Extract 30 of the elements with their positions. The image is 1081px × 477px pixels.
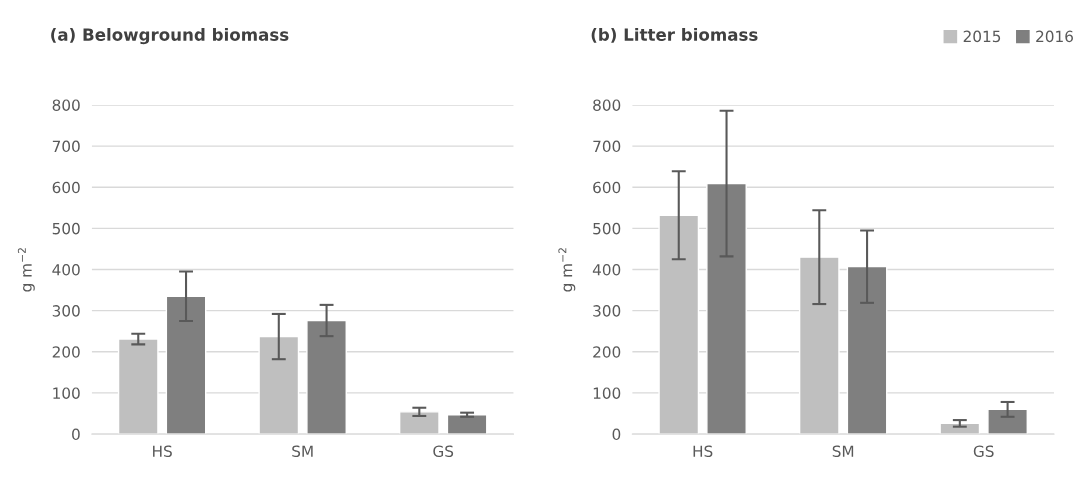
- y-tick-label: 200: [52, 346, 80, 358]
- y-tick-label: 0: [612, 428, 621, 441]
- y-axis-title: g m$^{−2}$: [17, 248, 35, 292]
- legend-label: 2015: [963, 30, 1001, 43]
- y-tick-label: 500: [52, 222, 80, 235]
- y-axis-title: g m$^{−2}$: [558, 248, 576, 292]
- y-tick-label: 200: [593, 346, 621, 358]
- x-tick-label: GS: [973, 445, 994, 458]
- y-tick-label: 600: [52, 181, 80, 194]
- y-tick-label: 800: [593, 99, 621, 111]
- y-tick-label: 700: [593, 140, 621, 153]
- y-tick-label: 500: [593, 222, 621, 235]
- x-tick-label: SM: [832, 445, 854, 458]
- y-tick-label: 300: [593, 305, 621, 317]
- y-tick-label: 400: [592, 263, 621, 276]
- y-tick-label: 400: [52, 263, 80, 276]
- y-tick-label: 100: [53, 387, 80, 399]
- chart-title: (a) Belowground biomass: [51, 27, 289, 45]
- y-tick-label: 800: [52, 99, 80, 111]
- y-tick-label: 100: [593, 387, 621, 399]
- y-tick-label: 600: [593, 181, 621, 194]
- y-tick-label: 700: [52, 140, 80, 153]
- chart-title: (b) Litter biomass: [591, 27, 758, 43]
- y-tick-label: 0: [72, 428, 80, 441]
- x-tick-label: HS: [693, 445, 713, 458]
- x-tick-label: GS: [433, 445, 454, 458]
- y-tick-label: 300: [52, 305, 80, 317]
- legend-label: 2016: [1036, 30, 1073, 43]
- x-tick-label: SM: [292, 445, 313, 458]
- x-tick-label: HS: [153, 445, 172, 458]
